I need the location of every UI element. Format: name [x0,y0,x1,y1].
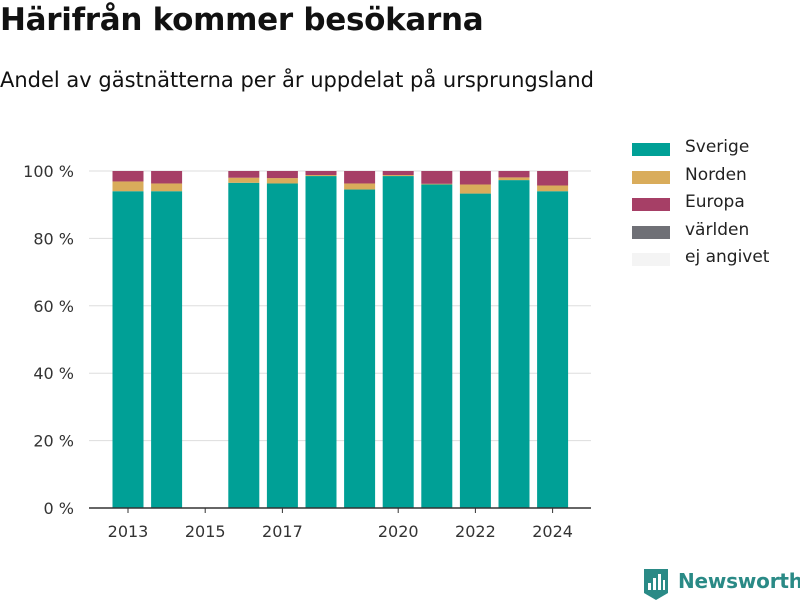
y-tick-label: 80 % [33,229,74,248]
legend-label: Sverige [685,137,750,157]
x-tick-label: 2020 [378,522,419,541]
legend-swatch [632,170,670,184]
bar-segment [382,175,414,177]
x-tick-label: 2015 [185,522,226,541]
bar-segment [537,191,569,508]
bar-segment [421,171,453,184]
newsworthy-logo-icon [644,569,668,600]
legend-label: världen [685,219,750,240]
legend-label: ej angivet [685,247,770,267]
bar-segment [498,180,530,508]
legend-label: Europa [685,192,745,212]
bar-segment [228,171,260,178]
newsworthy-logo-text: Newsworthy [678,569,800,593]
bar-segment [151,183,183,192]
y-tick-label: 60 % [33,297,74,316]
bar-segment [266,183,298,508]
legend-swatch [632,143,670,156]
legend-swatch [632,253,670,266]
bar-segment [151,191,183,508]
bar-segment [228,182,260,509]
bar-segment [305,176,337,508]
y-tick-label: 20 % [33,432,74,451]
bar-segment [305,175,337,177]
bar-segment [305,171,337,176]
chart-subtitle: Andel av gästnätterna per år uppdelat på… [0,68,594,92]
bar-segment [498,171,530,178]
x-tick-label: 2013 [108,522,149,541]
bar-segment [498,177,530,181]
bar-segment [459,171,491,185]
y-tick-label: 40 % [33,364,74,383]
bar-segment [421,183,453,185]
bar-segment [266,178,298,184]
x-tick-label: 2024 [532,522,573,541]
chart-title: Härifrån kommer besökarna [0,2,484,38]
y-tick-label: 100 % [23,162,74,181]
bar-segment [228,177,260,183]
x-tick-label: 2022 [455,522,496,541]
legend-label: Norden [685,164,747,185]
bar-segment [344,183,376,190]
bar-segment [421,184,453,509]
bar-segment [344,171,376,184]
bar-segment [266,171,298,179]
bar-segment [151,171,183,184]
legend-swatch [632,198,670,211]
bar-segment [459,193,491,509]
x-tick-label: 2017 [262,522,303,541]
bar-segment [112,191,144,508]
bar-segment [382,171,414,176]
axes: 0 % 20 % 40 % 60 % 80 % 100 % 2013 2015 2017 2020… [23,162,591,541]
y-tick-label: 0 % [44,499,74,518]
bar-segments [112,171,569,509]
bar-segment [112,181,144,192]
bar-segment [459,184,491,194]
bar-segment [382,176,414,508]
bar-segment [344,189,376,508]
bar-segment [537,185,569,192]
legend-swatch [632,225,670,239]
bar-segment [112,171,144,182]
bar-segment [537,171,569,186]
